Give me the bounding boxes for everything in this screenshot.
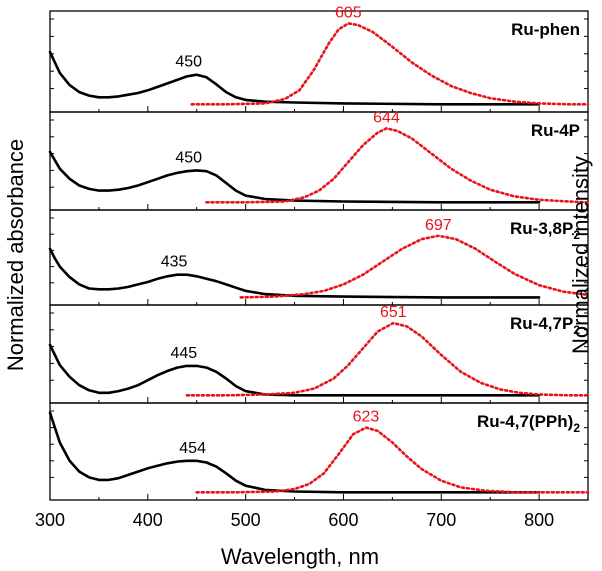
x-tick-label: 800 <box>524 510 554 530</box>
absorbance-peak-label: 454 <box>179 440 206 457</box>
absorbance-series <box>48 343 541 397</box>
compound-label-main: Ru-4,7(PPh) <box>477 412 573 431</box>
compound-label: Ru-4P <box>531 121 580 140</box>
panel-frame <box>49 209 589 306</box>
y-axis-label-right: Normalized intensity <box>568 156 593 354</box>
absorbance-series <box>48 150 541 204</box>
x-axis: 300 400 500 600 700 800 <box>35 510 554 530</box>
x-tick-label: 600 <box>328 510 358 530</box>
absorbance-peak-label: 450 <box>175 54 202 71</box>
emission-series <box>239 234 590 299</box>
compound-label: Ru-4,7P2 <box>510 314 580 337</box>
y-axis-label-left: Normalized absorbance <box>3 139 28 371</box>
x-tick-label: 700 <box>426 510 456 530</box>
panel-frame <box>49 402 589 501</box>
x-axis-label: Wavelength, nm <box>221 544 379 569</box>
panel-4: 445 651 Ru-4,7P2 <box>48 304 590 404</box>
absorbance-series <box>48 247 541 299</box>
absorbance-peak-label: 435 <box>161 254 188 271</box>
absorbance-series <box>48 411 541 494</box>
emission-peak-label: 623 <box>353 409 380 426</box>
compound-label: Ru-phen <box>511 20 580 39</box>
emission-peak-label: 644 <box>373 109 400 126</box>
x-tick-label: 500 <box>231 510 261 530</box>
emission-series <box>195 426 590 494</box>
emission-peak-label: 651 <box>380 304 407 321</box>
panel-3: 435 697 Ru-3,8P2 <box>48 209 590 306</box>
emission-series <box>185 321 590 397</box>
compound-label: Ru-3,8P2 <box>510 219 580 242</box>
panel-2: 450 644 Ru-4P <box>48 109 590 211</box>
compound-label-main: Ru-3,8P <box>510 219 573 238</box>
panel-5: 454 623 Ru-4,7(PPh)2 <box>48 402 590 501</box>
compound-label-subscript: 2 <box>573 323 580 337</box>
absorbance-peak-label: 445 <box>170 345 197 362</box>
emission-series <box>190 22 590 106</box>
x-tick-label: 400 <box>133 510 163 530</box>
emission-peak-label: 605 <box>335 4 362 21</box>
compound-label-main: Ru-4,7P <box>510 314 573 333</box>
compound-label: Ru-4,7(PPh)2 <box>477 412 580 435</box>
emission-peak-label: 697 <box>425 217 452 234</box>
compound-label-main: Ru-phen <box>511 20 580 39</box>
absorbance-peak-label: 450 <box>175 149 202 166</box>
panel-1: 450 605 Ru-phen <box>48 4 590 113</box>
absorbance-series <box>48 50 541 106</box>
compound-label-main: Ru-4P <box>531 121 580 140</box>
compound-label-subscript: 2 <box>573 421 580 435</box>
x-tick-label: 300 <box>35 510 65 530</box>
compound-label-subscript: 2 <box>573 228 580 242</box>
emission-series <box>205 127 590 204</box>
